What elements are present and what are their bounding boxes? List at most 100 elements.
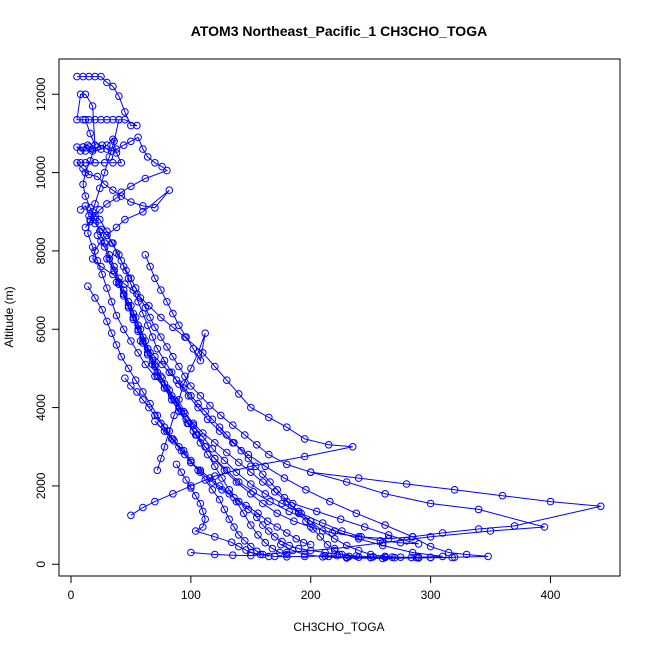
x-tick-label: 0 [68,588,75,602]
data-point [131,313,140,322]
data-point [324,441,333,449]
data-point [438,552,447,561]
data-point [134,298,142,306]
data-point [76,206,85,214]
data-point [223,376,231,385]
data-point [203,450,212,459]
data-point [201,407,209,416]
data-point [165,368,174,377]
data-point [247,521,255,529]
data-point [148,356,157,365]
data-point [73,159,81,167]
data-point [131,376,140,385]
data-point [211,454,219,463]
data-point [323,540,332,549]
data-point [223,466,231,475]
data-point [81,192,90,200]
data-point [105,153,114,161]
data-point [139,503,147,512]
data-point [91,115,99,124]
data-point [88,254,97,263]
data-point [283,460,291,469]
data-point [300,435,309,443]
data-point [139,396,147,404]
data-point [215,495,224,504]
data-point [271,552,279,561]
data-point [119,292,128,300]
data-point [256,550,265,559]
data-point [170,411,178,420]
data-point [252,513,261,522]
data-point [189,345,198,353]
data-point [112,223,121,232]
data-point [160,427,169,435]
data-point [261,538,270,547]
data-point [259,478,267,486]
data-point [151,274,159,283]
data-point [254,509,262,518]
data-point [318,519,327,527]
data-point [294,509,303,518]
data-point [109,115,117,124]
data-point [146,262,154,271]
data-point [103,78,111,87]
data-point [384,531,393,539]
data-point [206,401,214,410]
data-point [91,72,99,81]
series-line [75,76,353,516]
data-point [158,360,166,369]
data-point [206,474,214,482]
data-point [127,382,135,390]
data-point [312,507,321,516]
data-point [96,206,104,214]
data-point [342,541,351,550]
data-point [232,468,241,477]
data-point [134,349,142,357]
data-point [151,323,159,332]
data-point [235,531,243,539]
data-point [127,137,135,146]
data-point [306,523,315,531]
data-point [139,388,147,396]
data-point [151,417,159,426]
data-point [187,364,195,373]
data-point [510,522,519,530]
y-tick-label: 12000 [34,77,48,111]
data-point [93,231,102,240]
data-point [194,349,202,357]
data-point [103,284,111,292]
data-point [438,529,447,537]
data-point [187,484,195,492]
data-point [139,309,147,318]
data-point [109,186,117,194]
data-point [124,364,133,373]
data-point [306,517,315,526]
data-point [597,502,605,511]
data-point [145,403,153,412]
data-point [109,159,117,167]
data-point [354,533,363,541]
data-point [151,204,159,212]
data-point [172,460,181,469]
data-point [273,486,282,494]
y-tick-label: 2000 [34,472,48,499]
data-point [117,352,126,361]
data-point [287,501,296,510]
data-point [115,92,123,100]
data-point [187,392,195,400]
data-layer [73,72,605,563]
plot-frame [58,58,621,577]
data-point [81,168,90,177]
data-point [175,380,183,388]
data-point [306,468,315,477]
data-point [265,450,273,459]
data-point [546,497,555,506]
data-point [109,82,117,91]
y-tick-label: 4000 [34,394,48,421]
data-point [133,121,141,130]
data-point [498,491,507,500]
data-point [342,478,351,486]
data-point [211,533,219,541]
data-point [217,411,225,420]
data-point [402,480,411,488]
